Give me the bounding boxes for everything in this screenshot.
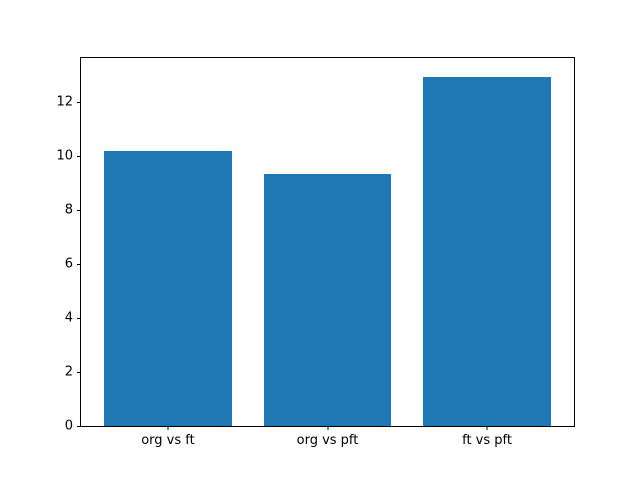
x-tick-label: org vs pft <box>296 433 359 448</box>
y-tick-mark <box>77 318 81 320</box>
y-tick-mark <box>77 156 81 158</box>
y-tick-label: 12 <box>56 94 73 110</box>
y-tick-label: 6 <box>64 256 73 272</box>
y-tick-mark <box>77 372 81 374</box>
y-tick-label: 10 <box>56 148 73 164</box>
y-tick-mark <box>77 426 81 427</box>
y-tick-label: 2 <box>64 364 73 380</box>
x-tick-label: ft vs pft <box>462 433 512 448</box>
x-tick-mark <box>486 426 488 430</box>
y-tick-mark <box>77 102 81 104</box>
bar-org-vs-ft <box>104 150 232 426</box>
x-tick-mark <box>167 426 169 430</box>
bar-ft-vs-pft <box>423 76 551 426</box>
x-tick-label: org vs ft <box>141 433 195 448</box>
bar-org-vs-pft <box>263 173 392 426</box>
y-tick-mark <box>77 210 81 212</box>
y-tick-label: 4 <box>64 310 73 326</box>
y-tick-label: 8 <box>64 202 73 218</box>
plot-area: org vs ft org vs pft ft vs pft 0 2 4 6 8 10 12 <box>56 57 575 447</box>
y-tick-mark <box>77 264 81 266</box>
y-tick-label: 0 <box>64 418 73 434</box>
x-tick-mark <box>327 426 328 430</box>
